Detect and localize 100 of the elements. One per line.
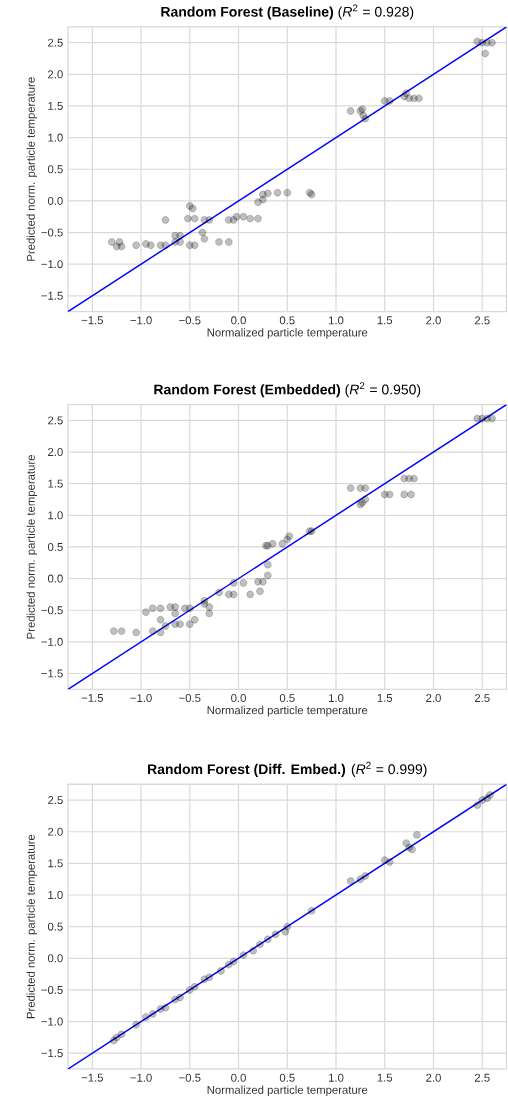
y-axis-title: Predicted norm. particle temperature — [26, 834, 38, 1019]
point — [200, 216, 209, 224]
point — [225, 238, 233, 246]
point — [142, 240, 150, 248]
chart-title: Random Forest (Embedded) (R$^{2}$ = 0.950) — [154, 382, 421, 398]
x-tick-label: −1.5 — [81, 1073, 104, 1082]
y-tick-label: 2.0 — [48, 70, 63, 79]
point — [249, 946, 258, 955]
point — [264, 935, 272, 944]
y-axis-title: Predicted norm. particle temperature — [26, 455, 38, 639]
point — [191, 214, 199, 223]
point — [254, 198, 262, 206]
point — [410, 474, 418, 483]
point — [256, 940, 264, 949]
y-tick-label: −1.0 — [41, 1017, 63, 1026]
point — [481, 49, 490, 58]
point — [283, 188, 292, 197]
x-tick-label: 0.5 — [280, 316, 295, 325]
y-tick-label: 1.0 — [48, 133, 63, 142]
x-tick-label: −0.5 — [179, 1073, 201, 1082]
point — [230, 590, 238, 599]
point — [186, 986, 194, 994]
x-tick-label: 2.5 — [475, 1073, 490, 1082]
y-tick-label: −1.0 — [41, 637, 63, 646]
point — [269, 540, 277, 548]
point — [230, 579, 238, 587]
point — [254, 214, 262, 223]
point — [161, 622, 170, 630]
point — [264, 560, 272, 569]
point — [191, 983, 199, 991]
point — [184, 214, 192, 223]
point — [246, 590, 255, 599]
point — [118, 1030, 126, 1038]
point — [132, 241, 141, 249]
x-tick-label: 1.0 — [329, 316, 344, 325]
point — [110, 627, 118, 635]
x-tick-label: −1.5 — [81, 694, 104, 702]
point — [259, 195, 267, 204]
point — [157, 615, 165, 624]
point — [254, 578, 262, 586]
x-tick-label: 0.5 — [280, 694, 295, 703]
y-tick-label: −1.0 — [41, 260, 63, 269]
y-tick-label: 2.0 — [48, 448, 63, 457]
point — [132, 628, 141, 637]
point — [166, 603, 175, 611]
y-tick-label: −0.5 — [41, 985, 63, 994]
x-tick-label: 0.0 — [231, 316, 247, 325]
point — [483, 38, 492, 47]
point — [191, 615, 199, 624]
point — [473, 801, 482, 809]
point — [171, 620, 180, 628]
point — [347, 877, 355, 885]
point — [205, 216, 214, 224]
y-tick-label: 1.5 — [48, 479, 63, 488]
point — [402, 839, 411, 847]
point — [186, 620, 194, 628]
point — [225, 216, 233, 224]
point — [361, 484, 370, 492]
point — [264, 189, 272, 198]
point — [264, 571, 272, 580]
point — [191, 241, 199, 249]
y-tick-label: −1.5 — [41, 1049, 63, 1058]
x-axis-title: Normalized particle temperature — [207, 705, 368, 717]
point — [361, 872, 370, 880]
point — [157, 1005, 165, 1013]
point — [347, 484, 355, 492]
point — [285, 532, 294, 540]
y-tick-label: 2.0 — [48, 827, 63, 836]
y-tick-label: 2.5 — [48, 38, 63, 47]
point — [410, 94, 418, 103]
y-tick-label: 1.0 — [48, 891, 63, 900]
y-tick-label: 0.0 — [48, 196, 63, 205]
y-tick-label: 0.5 — [48, 165, 63, 174]
point — [215, 588, 223, 597]
point — [483, 414, 492, 423]
y-tick-label: 1.0 — [48, 511, 63, 520]
x-tick-label: 1.5 — [377, 694, 393, 702]
x-axis-title: Normalized particle temperature — [207, 1085, 368, 1097]
x-tick-label: 2.5 — [475, 316, 490, 325]
chart-title: Random Forest (Diff. Embed.) (R$^{2}$ = 0.999) — [148, 761, 427, 777]
point — [259, 190, 267, 199]
x-tick-label: 1.0 — [329, 694, 344, 703]
x-tick-label: −1.0 — [130, 694, 152, 703]
y-tick-label: −0.5 — [41, 606, 63, 615]
point — [381, 856, 389, 864]
point — [215, 238, 223, 246]
y-tick-label: 0.0 — [48, 954, 63, 963]
x-tick-label: 2.0 — [426, 694, 442, 703]
point — [157, 241, 165, 249]
y-tick-label: 0.0 — [48, 574, 63, 583]
point — [386, 97, 394, 105]
point — [239, 212, 248, 221]
x-tick-label: 1.0 — [329, 1073, 344, 1082]
point — [356, 875, 365, 883]
point — [478, 796, 487, 804]
point — [149, 627, 157, 635]
point — [161, 1003, 170, 1012]
point — [225, 960, 233, 969]
point — [142, 1013, 150, 1021]
point — [171, 238, 180, 246]
